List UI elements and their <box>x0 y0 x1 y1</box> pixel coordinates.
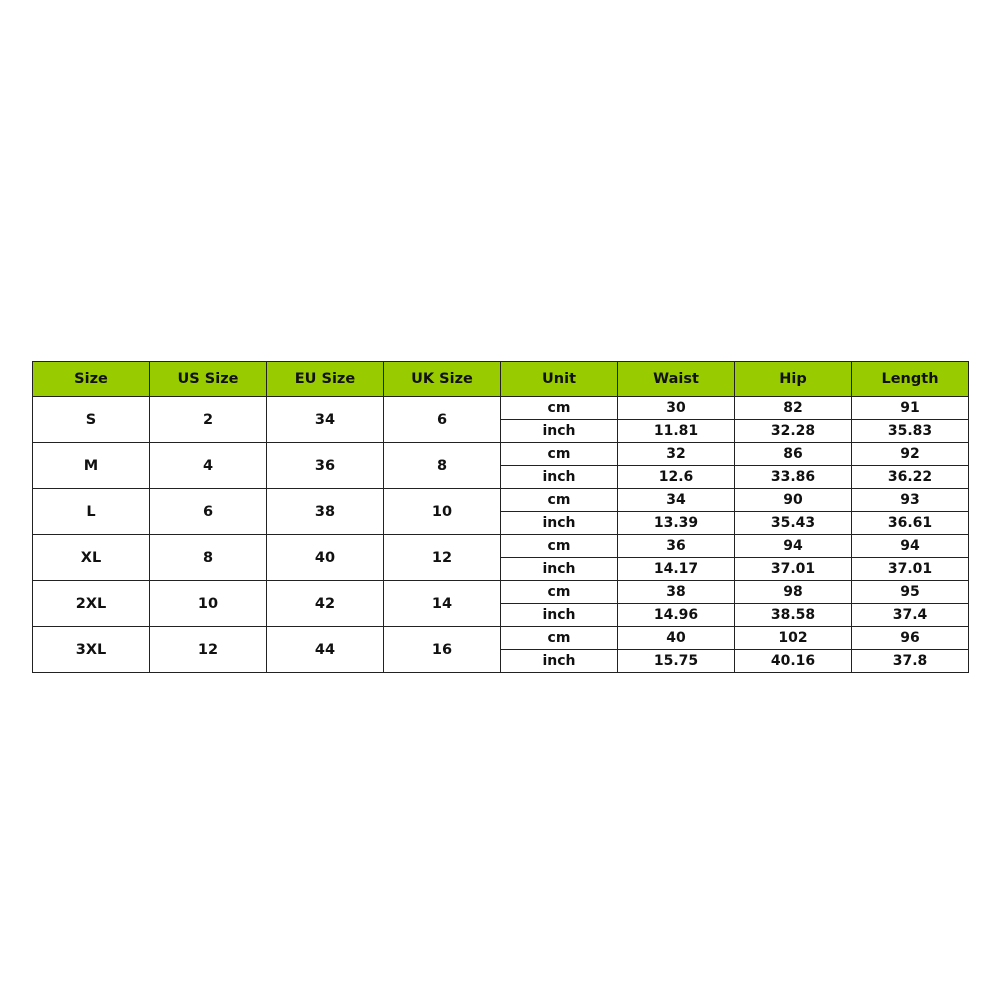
cell-size: 3XL <box>32 626 150 673</box>
cell-inch-hip: 32.28 <box>734 419 852 443</box>
cell-cm-hip: 90 <box>734 488 852 512</box>
cell-eu: 34 <box>266 396 384 443</box>
cell-size: M <box>32 442 150 489</box>
cell-us: 12 <box>149 626 267 673</box>
cell-inch-unit: inch <box>500 511 618 535</box>
table-row: inch 11.81 32.28 35.83 <box>33 419 969 443</box>
table-row: inch 14.17 37.01 37.01 <box>33 557 969 581</box>
cell-inch-unit: inch <box>500 465 618 489</box>
table-row: XL 8 40 12 cm 36 94 94 <box>32 534 969 581</box>
cell-size: L <box>32 488 150 535</box>
cell-inch-length: 36.22 <box>851 465 969 489</box>
cell-cm-length: 93 <box>851 488 969 512</box>
table-row: inch 14.96 38.58 37.4 <box>33 603 969 627</box>
cell-size: S <box>32 396 150 443</box>
cell-cm-unit: cm <box>500 488 618 512</box>
header-waist: Waist <box>617 361 735 397</box>
cell-cm-hip: 102 <box>734 626 852 650</box>
cell-uk: 6 <box>383 396 501 443</box>
cell-inch-hip: 35.43 <box>734 511 852 535</box>
table-row: L 6 38 10 cm 34 90 93 <box>32 488 969 535</box>
cell-inch-length: 35.83 <box>851 419 969 443</box>
cell-size: XL <box>32 534 150 581</box>
table-row: inch 15.75 40.16 37.8 <box>33 649 969 673</box>
cell-cm-waist: 40 <box>617 626 735 650</box>
cell-inch-length: 37.4 <box>851 603 969 627</box>
cell-cm-length: 91 <box>851 396 969 420</box>
cell-uk: 12 <box>383 534 501 581</box>
cell-inch-unit: inch <box>500 603 618 627</box>
cell-inch-length: 37.01 <box>851 557 969 581</box>
cell-us: 2 <box>149 396 267 443</box>
cell-cm-hip: 94 <box>734 534 852 558</box>
header-unit: Unit <box>500 361 618 397</box>
cell-cm-waist: 38 <box>617 580 735 604</box>
cell-cm-unit: cm <box>500 396 618 420</box>
size-chart-table: Size US Size EU Size UK Size Unit Waist Hip Len… <box>32 361 969 673</box>
header-row: Size US Size EU Size UK Size Unit Waist Hip Len… <box>32 361 969 397</box>
cell-cm-waist: 30 <box>617 396 735 420</box>
cell-inch-unit: inch <box>500 419 618 443</box>
cell-eu: 44 <box>266 626 384 673</box>
cell-cm-waist: 32 <box>617 442 735 466</box>
cell-inch-length: 37.8 <box>851 649 969 673</box>
cell-uk: 14 <box>383 580 501 627</box>
cell-inch-waist: 15.75 <box>617 649 735 673</box>
cell-uk: 8 <box>383 442 501 489</box>
header-length: Length <box>851 361 969 397</box>
cell-cm-unit: cm <box>500 580 618 604</box>
cell-inch-length: 36.61 <box>851 511 969 535</box>
cell-us: 6 <box>149 488 267 535</box>
header-eu-size: EU Size <box>266 361 384 397</box>
header-uk-size: UK Size <box>383 361 501 397</box>
cell-cm-waist: 36 <box>617 534 735 558</box>
cell-cm-unit: cm <box>500 626 618 650</box>
cell-inch-hip: 38.58 <box>734 603 852 627</box>
cell-inch-waist: 14.96 <box>617 603 735 627</box>
cell-eu: 38 <box>266 488 384 535</box>
cell-cm-length: 96 <box>851 626 969 650</box>
cell-cm-unit: cm <box>500 442 618 466</box>
cell-inch-hip: 37.01 <box>734 557 852 581</box>
table-row: inch 13.39 35.43 36.61 <box>33 511 969 535</box>
cell-us: 10 <box>149 580 267 627</box>
cell-cm-unit: cm <box>500 534 618 558</box>
cell-inch-unit: inch <box>500 557 618 581</box>
cell-size: 2XL <box>32 580 150 627</box>
cell-inch-hip: 40.16 <box>734 649 852 673</box>
cell-us: 8 <box>149 534 267 581</box>
cell-inch-unit: inch <box>500 649 618 673</box>
cell-us: 4 <box>149 442 267 489</box>
cell-cm-hip: 98 <box>734 580 852 604</box>
cell-cm-length: 95 <box>851 580 969 604</box>
cell-cm-length: 92 <box>851 442 969 466</box>
cell-uk: 10 <box>383 488 501 535</box>
header-hip: Hip <box>734 361 852 397</box>
table-row: 2XL 10 42 14 cm 38 98 95 <box>32 580 969 627</box>
cell-inch-waist: 11.81 <box>617 419 735 443</box>
cell-eu: 40 <box>266 534 384 581</box>
cell-inch-waist: 13.39 <box>617 511 735 535</box>
cell-eu: 42 <box>266 580 384 627</box>
cell-uk: 16 <box>383 626 501 673</box>
table-row: 3XL 12 44 16 cm 40 102 96 <box>32 626 969 673</box>
header-us-size: US Size <box>149 361 267 397</box>
cell-cm-hip: 86 <box>734 442 852 466</box>
cell-cm-waist: 34 <box>617 488 735 512</box>
cell-eu: 36 <box>266 442 384 489</box>
cell-inch-waist: 12.6 <box>617 465 735 489</box>
cell-cm-length: 94 <box>851 534 969 558</box>
table-row: S 2 34 6 cm 30 82 91 <box>32 396 969 443</box>
cell-inch-hip: 33.86 <box>734 465 852 489</box>
cell-inch-waist: 14.17 <box>617 557 735 581</box>
header-size: Size <box>32 361 150 397</box>
table-row: M 4 36 8 cm 32 86 92 <box>32 442 969 489</box>
table-row: inch 12.6 33.86 36.22 <box>33 465 969 489</box>
cell-cm-hip: 82 <box>734 396 852 420</box>
